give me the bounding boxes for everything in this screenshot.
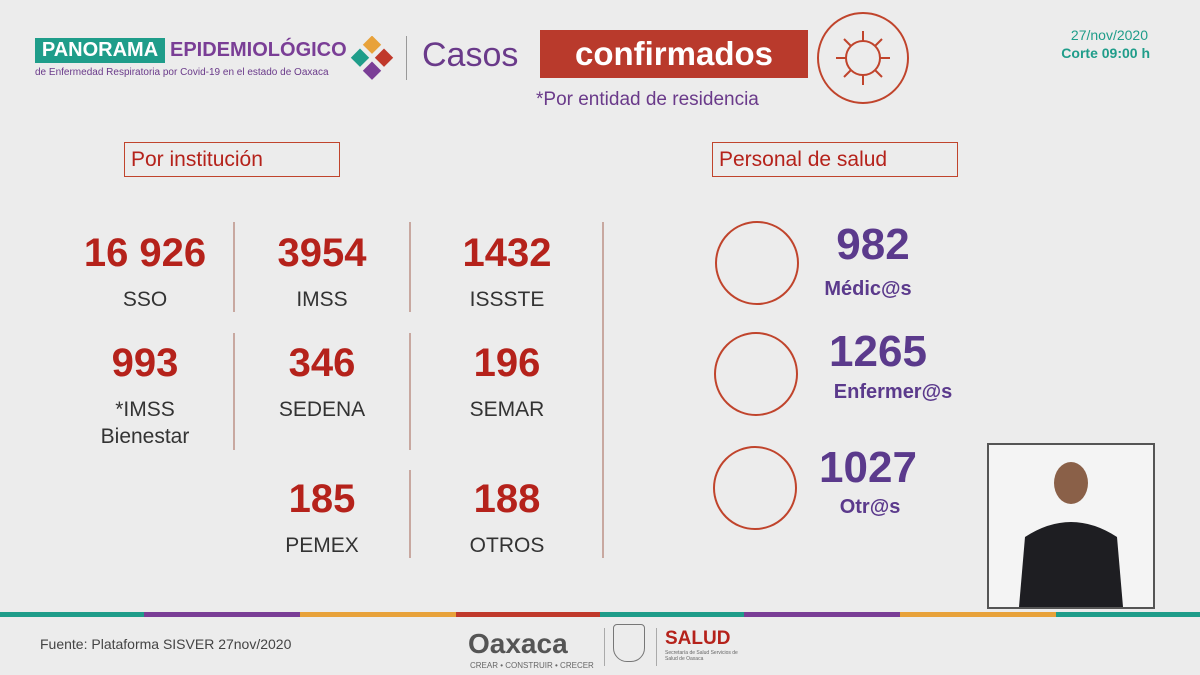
state-motto: CREAR • CONSTRUIR • CRECER	[470, 661, 594, 670]
video-inset	[987, 443, 1155, 609]
state-logo: Oaxaca	[468, 628, 568, 659]
divider	[409, 333, 411, 450]
institution: IMSS	[296, 288, 348, 311]
divider	[604, 628, 605, 666]
divider	[602, 222, 604, 558]
institution: OTROS	[469, 534, 545, 557]
institution: *IMSS Bienestar	[100, 398, 190, 448]
divider	[406, 36, 407, 80]
role: Otr@s	[839, 496, 901, 518]
institution: SSO	[122, 288, 168, 311]
count: 346	[288, 341, 356, 385]
count: 188	[473, 477, 541, 521]
divider	[233, 222, 235, 312]
count: 196	[473, 341, 541, 385]
section-title: Personal de salud	[712, 142, 958, 177]
health-logo-sub: Secretaría de Salud Servicios de Salud d…	[665, 650, 738, 662]
state-emblem	[613, 624, 645, 662]
interpreter	[1019, 462, 1123, 607]
staff-icon	[713, 446, 797, 530]
divider	[656, 628, 657, 666]
brand-logo	[350, 36, 394, 80]
divider	[233, 333, 235, 450]
title-plain: Casos	[422, 36, 519, 74]
institution: SEDENA	[278, 398, 366, 421]
count: 185	[288, 477, 356, 521]
note: *Por entidad de residencia	[536, 89, 759, 110]
source: Fuente: Plataforma SISVER 27nov/2020	[40, 636, 292, 652]
doctor-icon	[715, 221, 799, 305]
count: 1432	[462, 231, 552, 275]
brand-right: EPIDEMIOLÓGICO	[170, 39, 347, 61]
title-highlight: confirmados	[540, 30, 808, 78]
count: 993	[111, 341, 179, 385]
nurse-icon	[714, 332, 798, 416]
institution: PEMEX	[285, 534, 359, 557]
count: 1027	[819, 443, 917, 492]
virus-icon	[817, 12, 909, 104]
date: 27/nov/2020	[1070, 27, 1148, 43]
color-bar	[0, 612, 1200, 617]
section-title: Por institución	[124, 142, 340, 177]
divider	[409, 470, 411, 558]
count: 982	[836, 220, 910, 269]
divider	[409, 222, 411, 312]
role: Enfermer@s	[833, 381, 953, 403]
institution: SEMAR	[469, 398, 545, 421]
institution: ISSSTE	[469, 288, 545, 311]
count: 1265	[829, 327, 927, 376]
count: 16 926	[83, 231, 207, 275]
role: Médic@s	[824, 278, 912, 300]
health-logo: SALUD	[665, 628, 731, 649]
count: 3954	[277, 231, 367, 275]
cutoff: Corte 09:00 h	[1061, 45, 1150, 61]
brand-left: PANORAMA	[35, 38, 165, 63]
brand-subtitle: de Enfermedad Respiratoria por Covid-19 …	[35, 67, 329, 78]
